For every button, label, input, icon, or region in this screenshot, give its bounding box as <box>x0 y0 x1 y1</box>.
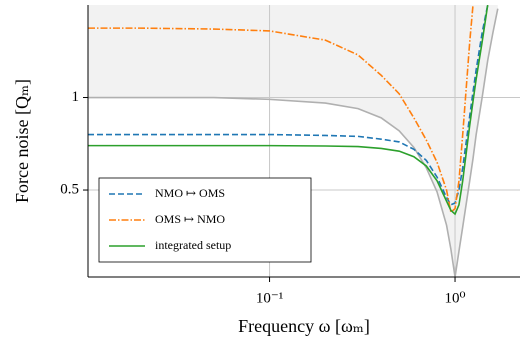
series-line <box>88 5 489 216</box>
x-tick-label: 10⁰ <box>445 290 466 306</box>
legend-label: integrated setup <box>155 238 231 252</box>
y-axis-label: Force noise [Qₘ] <box>12 79 32 203</box>
x-axis-label: Frequency ω [ωₘ] <box>238 316 370 336</box>
legend-label: NMO ↦ OMS <box>155 186 225 200</box>
y-tick-label: 1 <box>72 89 80 105</box>
series-line <box>88 8 499 277</box>
x-tick-label: 10⁻¹ <box>256 290 283 306</box>
shaded-region <box>88 5 498 277</box>
series-line <box>88 5 474 214</box>
series-line <box>88 5 489 206</box>
legend-label: OMS ↦ NMO <box>155 212 225 226</box>
plot-area <box>88 5 520 277</box>
y-tick-label: 0.5 <box>60 181 79 197</box>
